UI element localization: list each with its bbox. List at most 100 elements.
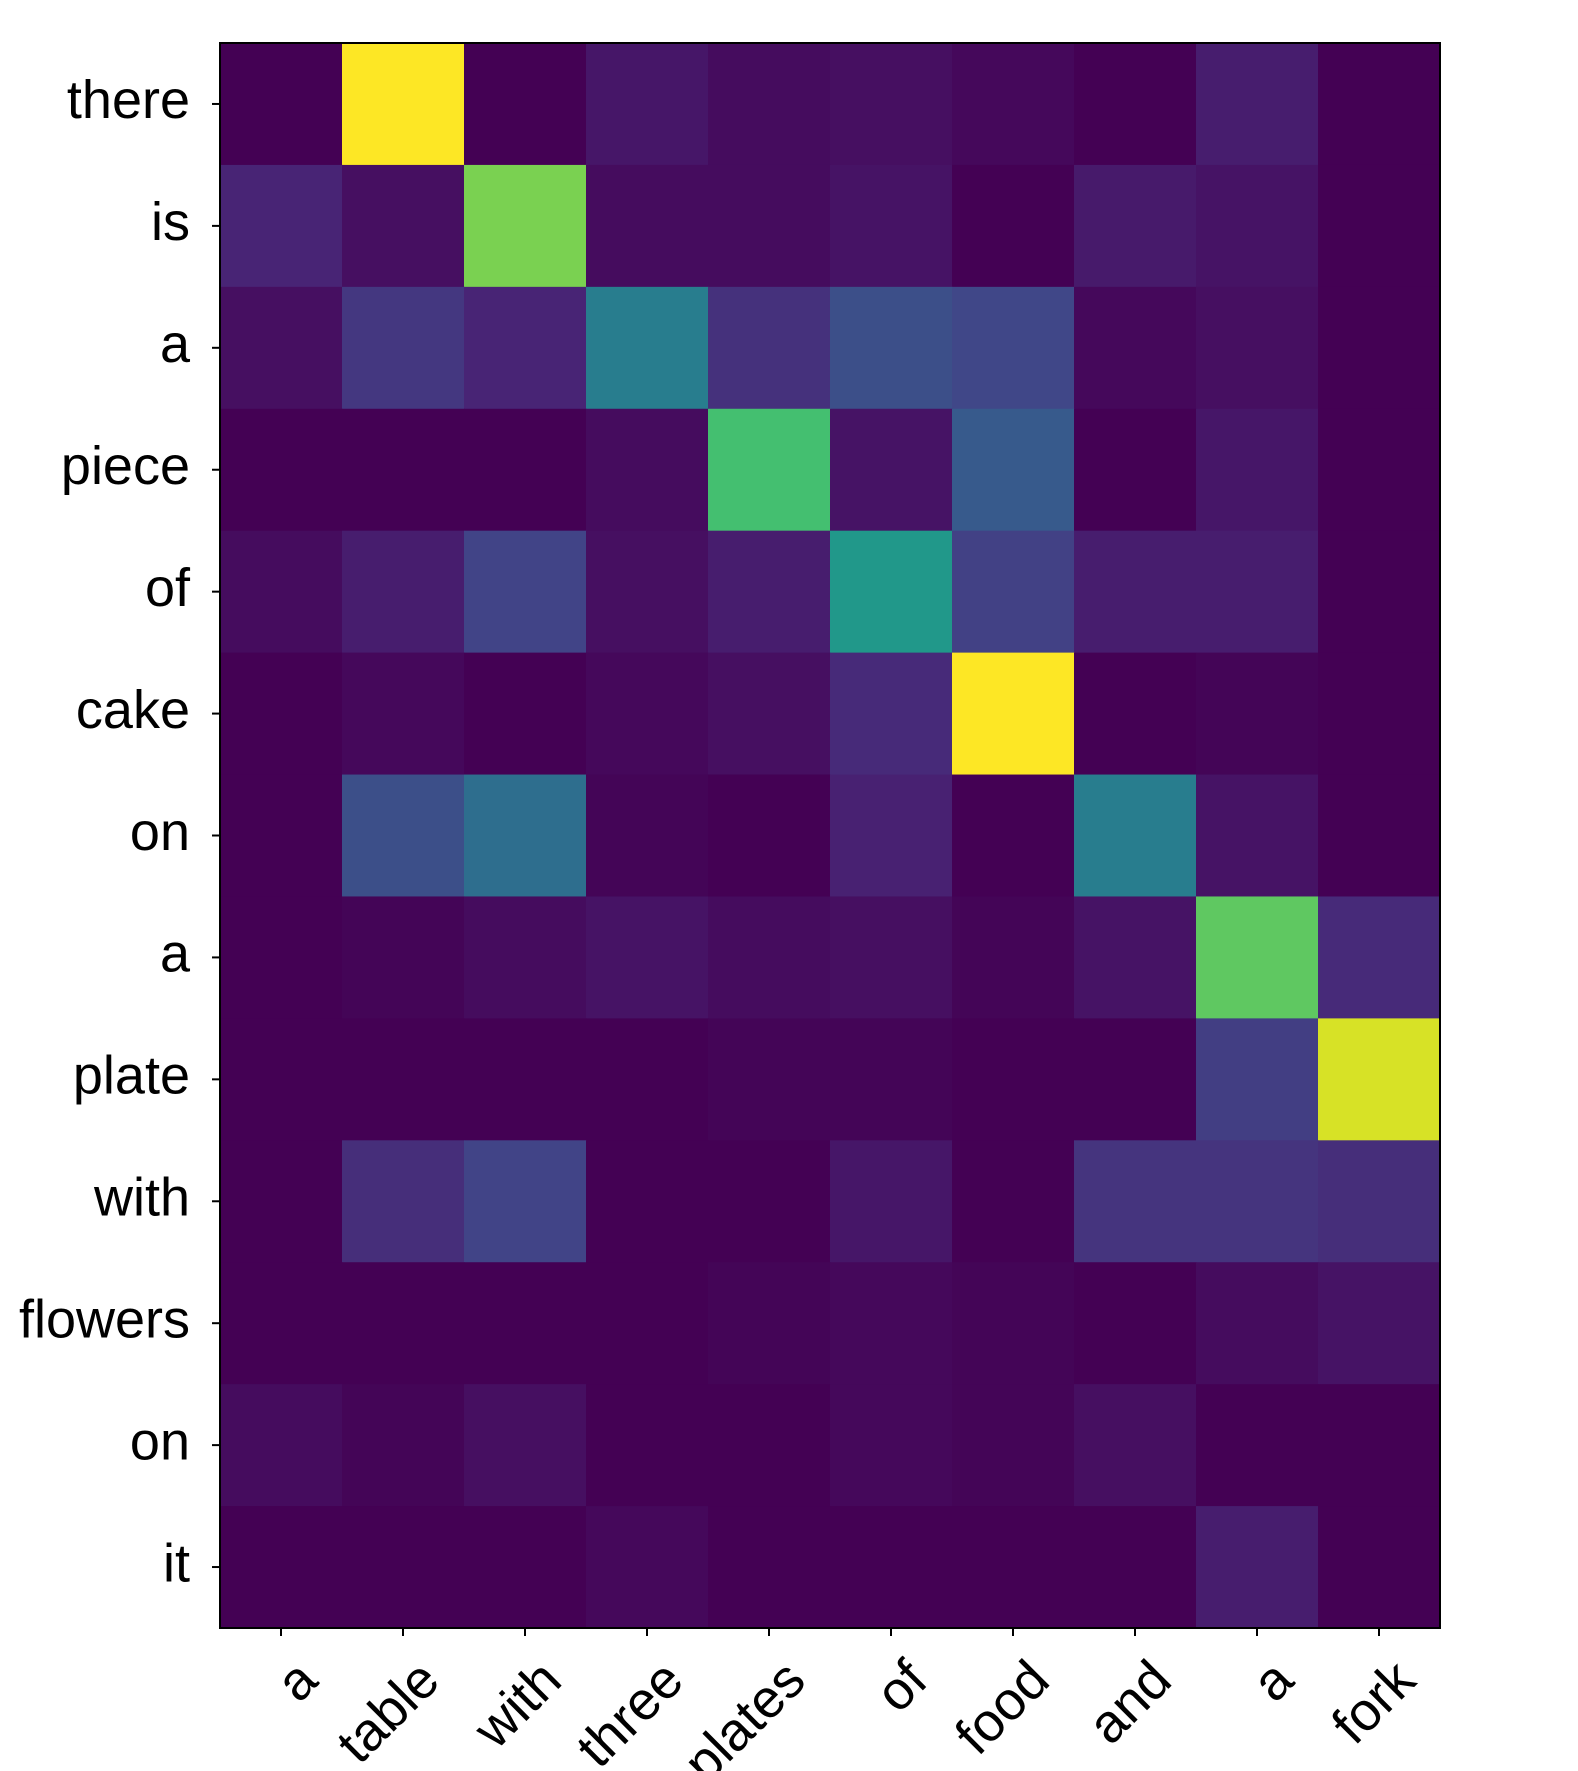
heatmap-cell	[464, 1262, 587, 1385]
heatmap-cell	[708, 1384, 831, 1507]
heatmap-cell	[952, 530, 1075, 654]
heatmap-cell	[220, 1262, 343, 1385]
heatmap-cell	[464, 1140, 587, 1263]
heatmap-cell	[952, 408, 1075, 532]
heatmap-cell	[1318, 774, 1441, 898]
heatmap-cell	[342, 1262, 465, 1385]
heatmap-cell	[464, 530, 587, 654]
heatmap-cell	[464, 408, 587, 532]
x-tick-label: a	[1241, 1649, 1305, 1713]
x-tick-label: and	[1076, 1649, 1182, 1755]
heatmap-cell	[708, 1506, 831, 1629]
heatmap-cell	[1196, 896, 1319, 1019]
heatmap-cell	[220, 1506, 343, 1629]
heatmap-cell	[952, 774, 1075, 898]
heatmap-cell	[1318, 896, 1441, 1019]
y-tick-label: flowers	[19, 1289, 190, 1349]
heatmap-cell	[1074, 530, 1197, 654]
heatmap-cell	[1074, 408, 1197, 532]
y-tick-label: on	[130, 1411, 190, 1471]
heatmap-cell	[342, 530, 465, 654]
heatmap-cell	[1196, 774, 1319, 898]
heatmap-cell	[1318, 286, 1441, 410]
heatmap-cell	[1074, 1506, 1197, 1629]
heatmap-cell	[830, 286, 953, 410]
heatmap-cell	[220, 530, 343, 654]
heatmap-cell	[830, 652, 953, 776]
heatmap-cell	[952, 1140, 1075, 1263]
heatmap-cell	[708, 1140, 831, 1263]
heatmap-cell	[586, 652, 709, 776]
heatmap-cell	[830, 774, 953, 898]
heatmap-cell	[1196, 652, 1319, 776]
heatmap-cell	[1074, 774, 1197, 898]
heatmap-cell	[220, 1384, 343, 1507]
x-tick-label: table	[325, 1649, 450, 1771]
heatmap-cell	[586, 1506, 709, 1629]
heatmap-cell	[586, 1262, 709, 1385]
heatmap-cell	[342, 286, 465, 410]
y-tick-label: cake	[76, 680, 190, 740]
heatmap-cell	[830, 1384, 953, 1507]
heatmap-cell	[1074, 1018, 1197, 1141]
heatmap-cell	[952, 1262, 1075, 1385]
heatmap-cell	[708, 43, 831, 166]
heatmap-cell	[586, 1140, 709, 1263]
y-tick-label: there	[67, 70, 190, 130]
heatmap-cell	[1318, 164, 1441, 288]
heatmap-cell	[952, 1506, 1075, 1629]
y-tick-label: is	[151, 192, 190, 252]
heatmap-cell	[1074, 1140, 1197, 1263]
heatmap-cell	[220, 1018, 343, 1141]
heatmap-cell	[708, 530, 831, 654]
x-tick-label: a	[265, 1649, 329, 1713]
heatmap-cell	[708, 896, 831, 1019]
heatmap-cell	[1196, 1506, 1319, 1629]
heatmap-cell	[1196, 164, 1319, 288]
heatmap-cell	[1196, 286, 1319, 410]
heatmap-cell	[342, 652, 465, 776]
heatmap-cell	[586, 43, 709, 166]
heatmap-cell	[464, 1506, 587, 1629]
heatmap-cell	[708, 1262, 831, 1385]
heatmap-cell	[342, 408, 465, 532]
heatmap-cell	[342, 43, 465, 166]
heatmap-cell	[830, 1140, 953, 1263]
heatmap-cell	[220, 164, 343, 288]
x-tick-label: fork	[1321, 1649, 1428, 1756]
x-tick-label: food	[944, 1649, 1061, 1766]
heatmap-cell	[1318, 1506, 1441, 1629]
y-tick-label: on	[130, 802, 190, 862]
heatmap-cell	[586, 1384, 709, 1507]
heatmap-cell	[342, 164, 465, 288]
heatmap-cell	[1318, 408, 1441, 532]
heatmap-cell	[952, 43, 1075, 166]
heatmap-cell	[708, 286, 831, 410]
heatmap-cell	[342, 1384, 465, 1507]
heatmap-cell	[464, 1018, 587, 1141]
heatmap-cell	[464, 43, 587, 166]
heatmap-cell	[586, 774, 709, 898]
heatmap-cell	[220, 286, 343, 410]
heatmap-cell	[830, 1506, 953, 1629]
y-tick-label: a	[160, 314, 191, 374]
heatmap-cell	[708, 408, 831, 532]
heatmap-cell	[1196, 530, 1319, 654]
y-tick-label: piece	[61, 436, 190, 496]
heatmap-cell	[708, 164, 831, 288]
heatmap-cell	[586, 896, 709, 1019]
heatmap-cell	[220, 774, 343, 898]
x-tick-label: with	[462, 1649, 573, 1760]
heatmap-cell	[1074, 43, 1197, 166]
heatmap-cell	[586, 1018, 709, 1141]
heatmap-cell	[1318, 530, 1441, 654]
heatmap-cell	[708, 652, 831, 776]
heatmap-cell	[586, 286, 709, 410]
heatmap-cell	[464, 774, 587, 898]
heatmap-cell	[1196, 43, 1319, 166]
heatmap-cell	[1074, 652, 1197, 776]
heatmap-cell	[708, 774, 831, 898]
heatmap-cell	[342, 1140, 465, 1263]
